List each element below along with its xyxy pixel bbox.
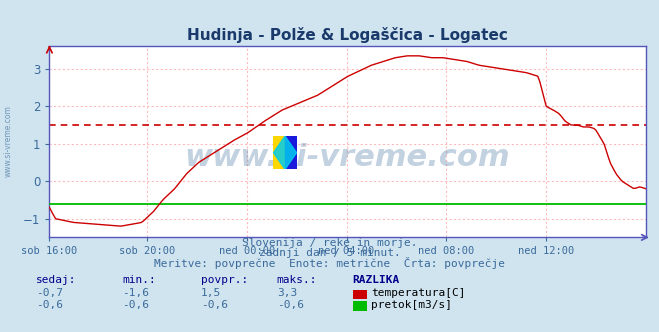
Text: -0,7: -0,7 — [36, 288, 63, 298]
Text: -0,6: -0,6 — [36, 300, 63, 310]
Text: pretok[m3/s]: pretok[m3/s] — [371, 300, 452, 310]
Text: temperatura[C]: temperatura[C] — [371, 288, 465, 298]
Text: www.si-vreme.com: www.si-vreme.com — [185, 143, 511, 172]
Text: sedaj:: sedaj: — [36, 275, 76, 285]
Polygon shape — [285, 136, 297, 169]
Text: RAZLIKA: RAZLIKA — [353, 275, 400, 285]
Text: www.si-vreme.com: www.si-vreme.com — [3, 105, 13, 177]
Text: -0,6: -0,6 — [277, 300, 304, 310]
Text: -0,6: -0,6 — [122, 300, 149, 310]
Title: Hudinja - Polže & Logaščica - Logatec: Hudinja - Polže & Logaščica - Logatec — [187, 27, 508, 42]
Text: povpr.:: povpr.: — [201, 275, 248, 285]
Text: zadnji dan / 5 minut.: zadnji dan / 5 minut. — [258, 248, 401, 258]
Text: Slovenija / reke in morje.: Slovenija / reke in morje. — [242, 238, 417, 248]
Polygon shape — [273, 136, 297, 169]
Text: maks.:: maks.: — [277, 275, 317, 285]
Text: 1,5: 1,5 — [201, 288, 221, 298]
Text: -1,6: -1,6 — [122, 288, 149, 298]
Polygon shape — [273, 136, 285, 169]
Text: min.:: min.: — [122, 275, 156, 285]
Text: 3,3: 3,3 — [277, 288, 297, 298]
Text: Meritve: povprečne  Enote: metrične  Črta: povprečje: Meritve: povprečne Enote: metrične Črta:… — [154, 257, 505, 269]
Text: -0,6: -0,6 — [201, 300, 228, 310]
